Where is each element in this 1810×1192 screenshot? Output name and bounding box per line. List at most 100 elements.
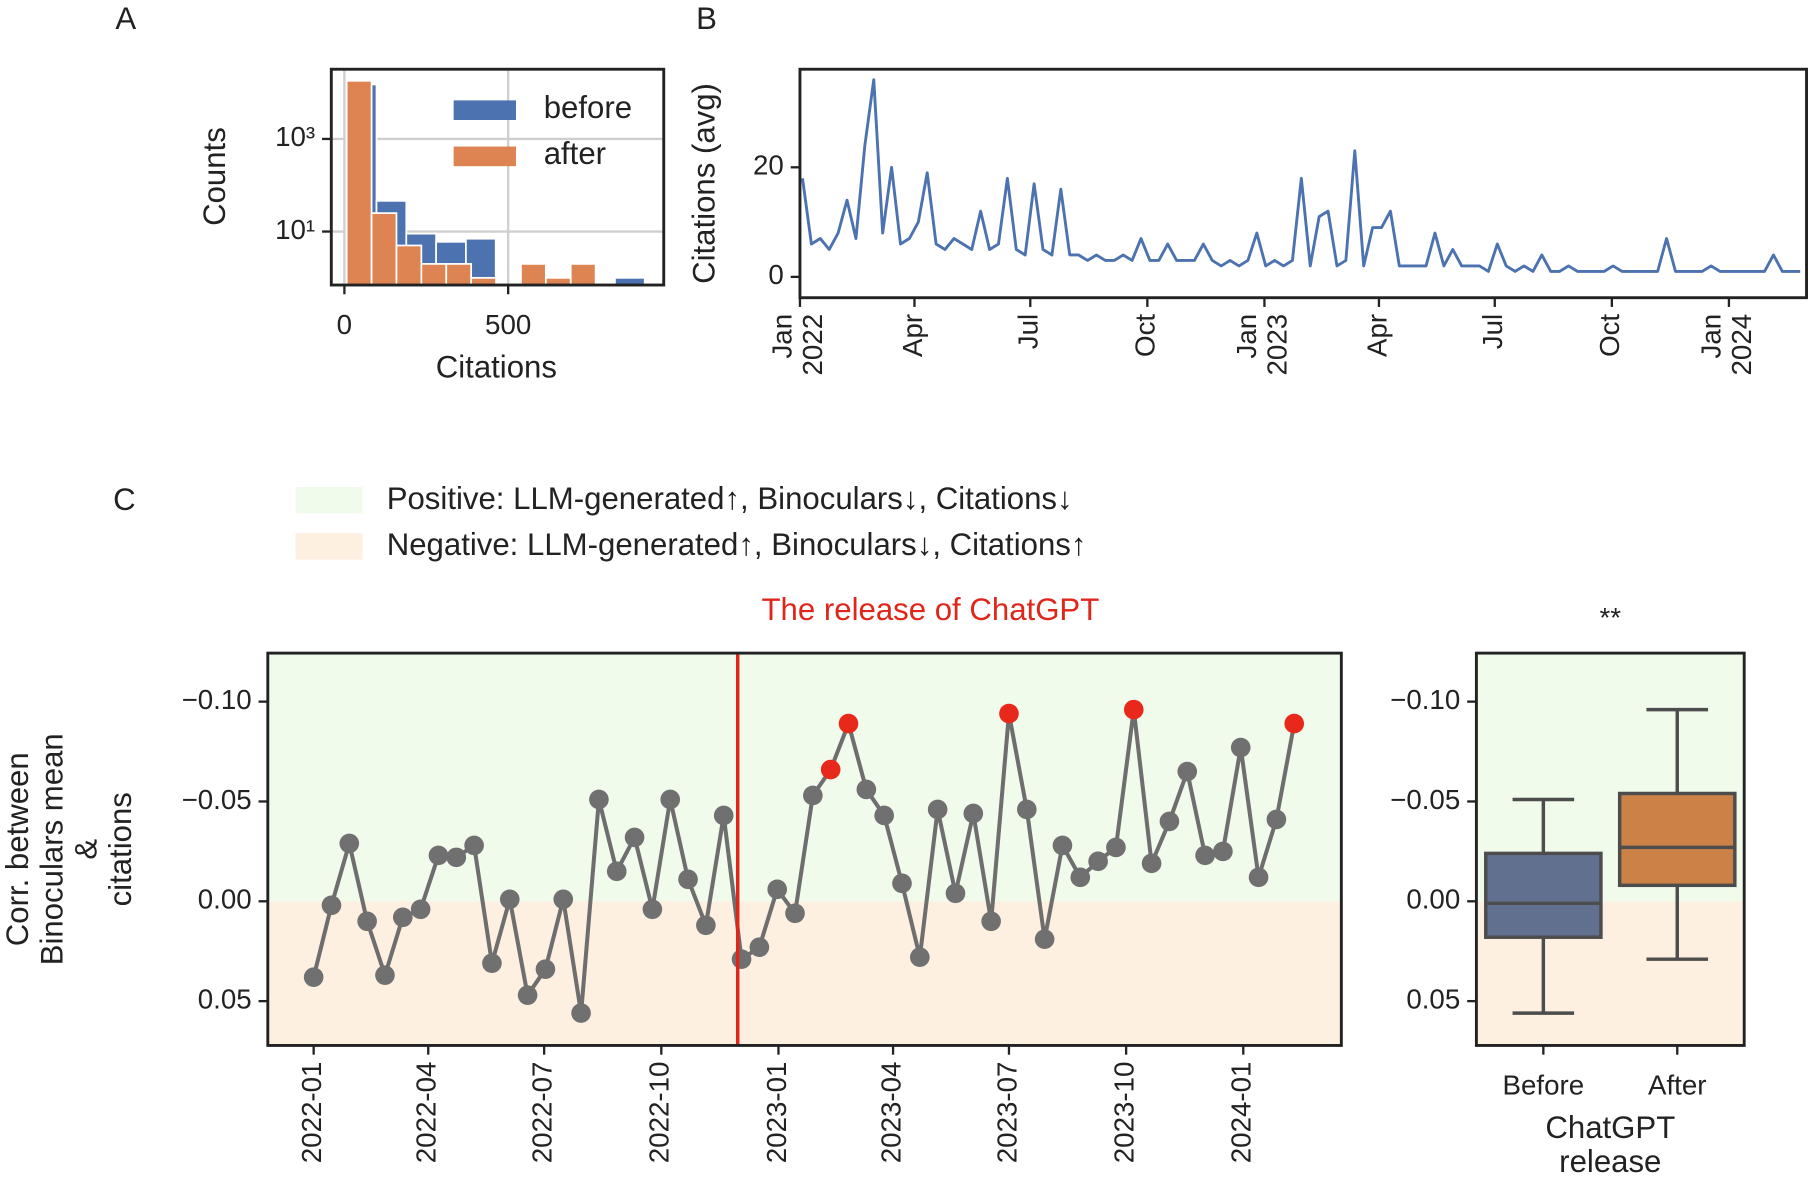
x-tick-label: 0 xyxy=(337,309,352,340)
data-line xyxy=(801,78,1801,273)
data-point xyxy=(410,899,431,920)
data-point xyxy=(785,903,805,924)
x-tick-label: Oct xyxy=(1130,314,1161,357)
data-point xyxy=(303,967,324,987)
data-point xyxy=(803,785,823,806)
data-point xyxy=(1106,837,1126,858)
data-point xyxy=(856,779,877,800)
data-point xyxy=(1034,929,1055,950)
x-tick-label: 2023-10 xyxy=(1108,1062,1139,1164)
plot-frame xyxy=(266,651,1343,1047)
data-point xyxy=(1123,699,1144,720)
data-point xyxy=(1177,761,1198,782)
plot-frame xyxy=(329,67,666,287)
data-line xyxy=(311,707,1297,1016)
y-tick-label: 0 xyxy=(768,259,783,290)
x-tick-label: Jan2023 xyxy=(1232,314,1293,376)
x-tick-label: 2023-04 xyxy=(875,1062,906,1164)
legend-label: before xyxy=(544,90,632,125)
x-tick-label: Jan2024 xyxy=(1696,314,1757,376)
legend-swatch xyxy=(295,533,363,560)
data-point xyxy=(517,985,538,1005)
x-tick-label: 2022-07 xyxy=(526,1062,557,1164)
x-tick-label: 2023-07 xyxy=(991,1062,1022,1164)
y-axis-label: Corr. betweenBinoculars mean&citations xyxy=(0,733,138,965)
legend-label: after xyxy=(544,136,606,171)
plot-frame xyxy=(798,67,1808,300)
y-tick-label: 10³ xyxy=(275,121,315,152)
legend-swatch xyxy=(453,146,516,167)
data-point xyxy=(357,911,377,932)
histogram-bar xyxy=(420,263,448,286)
x-axis-label: Citations xyxy=(436,349,557,384)
x-tick-label: Jul xyxy=(1013,314,1044,349)
data-point xyxy=(1195,845,1215,866)
data-point xyxy=(571,1003,591,1023)
box xyxy=(1484,851,1603,939)
data-point xyxy=(499,889,520,910)
data-point xyxy=(1213,841,1233,862)
legend-swatch xyxy=(295,486,363,514)
data-point xyxy=(696,915,716,936)
histogram-bar xyxy=(370,212,398,286)
data-point xyxy=(606,861,627,882)
y-axis-label: Counts xyxy=(197,127,232,226)
x-axis-label: ChatGPT release xyxy=(1545,1110,1675,1179)
data-point xyxy=(963,803,984,824)
x-tick-label: Apr xyxy=(897,314,928,357)
data-point xyxy=(482,953,502,974)
y-tick-label: 20 xyxy=(753,150,784,181)
data-point xyxy=(820,759,841,780)
histogram-bar xyxy=(395,244,423,286)
y-tick-label: −0.10 xyxy=(1390,684,1460,715)
data-point xyxy=(428,845,449,866)
y-tick-label: 0.05 xyxy=(198,983,252,1014)
data-point xyxy=(910,947,930,968)
data-point xyxy=(535,959,556,979)
y-tick-label: 0.00 xyxy=(1406,884,1460,915)
data-point xyxy=(999,703,1019,724)
panel-letter: B xyxy=(696,1,717,36)
data-point xyxy=(1248,867,1269,888)
significance: ** xyxy=(1600,602,1622,633)
data-point xyxy=(624,827,645,848)
x-tick-label: 500 xyxy=(485,309,531,340)
release-label: The release of ChatGPT xyxy=(762,592,1100,627)
data-point xyxy=(464,835,484,856)
histogram-bar xyxy=(345,79,373,286)
panel-letter: A xyxy=(115,1,136,36)
data-point xyxy=(321,895,342,916)
data-point xyxy=(927,799,948,820)
data-point xyxy=(1016,799,1037,820)
y-axis-label: Citations (avg) xyxy=(687,83,722,284)
data-point xyxy=(767,879,788,900)
x-tick-label: 2022-04 xyxy=(411,1062,442,1164)
y-tick-label: 0.00 xyxy=(198,884,252,915)
data-point xyxy=(1052,835,1073,856)
data-point xyxy=(660,789,681,810)
x-tick-label: Apr xyxy=(1361,314,1392,357)
x-tick-label: Jan2022 xyxy=(767,314,828,376)
x-tick-label: 2022-01 xyxy=(296,1062,327,1164)
data-point xyxy=(731,949,752,970)
negative-band xyxy=(267,901,1342,1046)
data-point xyxy=(945,883,966,904)
data-point xyxy=(1159,811,1180,832)
x-tick-label: 2022-10 xyxy=(644,1062,675,1164)
data-point xyxy=(589,789,609,810)
data-point xyxy=(713,805,734,826)
box xyxy=(1617,791,1737,888)
data-point xyxy=(1266,809,1287,830)
data-point xyxy=(874,805,894,826)
data-point xyxy=(446,847,467,868)
y-tick-label: −0.05 xyxy=(1390,784,1460,815)
data-point xyxy=(1070,867,1091,888)
data-point xyxy=(678,869,698,890)
y-tick-label: −0.05 xyxy=(182,784,252,815)
histogram-bar xyxy=(569,263,597,286)
data-point xyxy=(1088,851,1108,872)
data-point xyxy=(553,889,574,910)
x-tick-label: 2023-01 xyxy=(761,1062,792,1164)
y-tick-label: −0.10 xyxy=(182,684,252,715)
